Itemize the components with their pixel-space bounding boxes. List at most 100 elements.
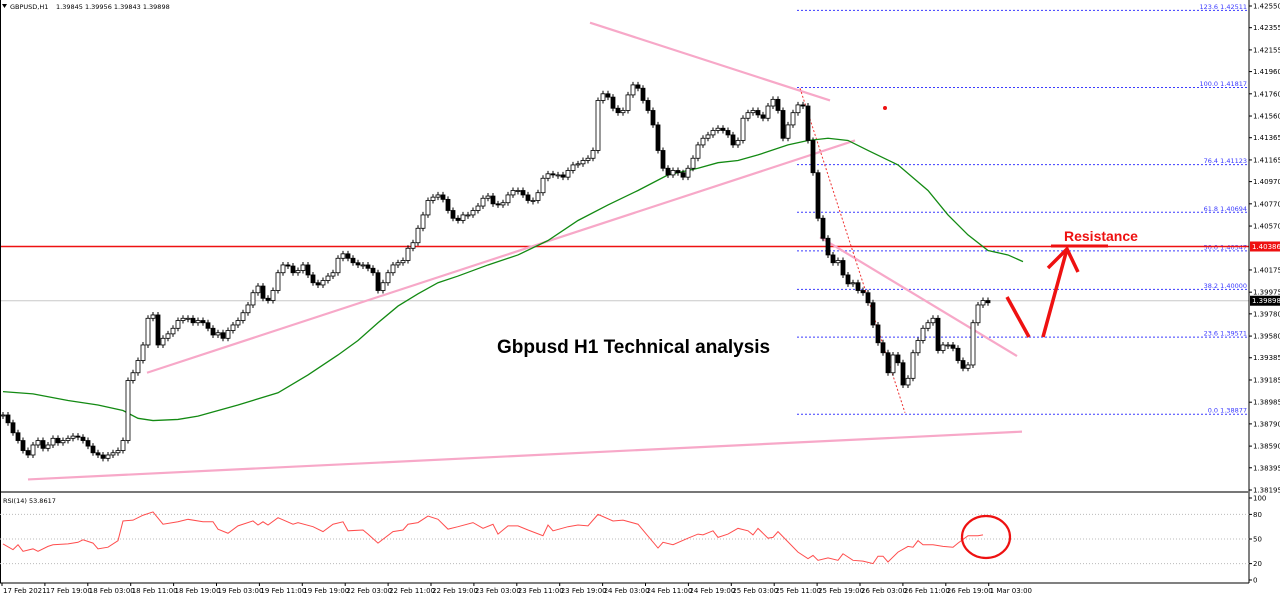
bull-candle: [700, 137, 706, 146]
bull-candle: [255, 285, 261, 294]
bull-candle: [790, 112, 796, 126]
bull-candle: [165, 333, 171, 339]
bull-candle: [180, 317, 186, 321]
bull-candle: [745, 112, 751, 119]
bear-candle: [40, 440, 46, 449]
bull-candle: [965, 364, 971, 369]
bull-candle: [795, 104, 801, 114]
bear-candle: [85, 440, 91, 447]
bear-candle: [490, 195, 496, 205]
bull-candle: [30, 444, 36, 456]
bull-candle: [585, 157, 591, 161]
bear-candle: [355, 262, 361, 266]
bull-candle: [295, 270, 301, 274]
bear-candle: [960, 360, 966, 369]
bull-candle: [45, 444, 51, 449]
bear-candle: [350, 257, 356, 264]
bear-candle: [870, 302, 876, 326]
bull-candle: [480, 197, 486, 207]
bull-candle: [425, 200, 431, 216]
bear-candle: [10, 422, 16, 434]
bull-candle: [535, 192, 541, 201]
price-tick-label: 1.40570: [1253, 223, 1280, 231]
bear-candle: [315, 282, 321, 286]
time-tick-label: 17 Feb 19:00: [46, 587, 92, 595]
rsi-tick-label: 50: [1253, 536, 1262, 544]
bull-candle: [905, 377, 911, 386]
bull-candle: [470, 210, 476, 216]
bear-candle: [900, 362, 906, 386]
price-tick-label: 1.39780: [1253, 310, 1280, 318]
rsi-tick-label: 80: [1253, 511, 1262, 519]
bull-candle: [120, 440, 126, 451]
bear-candle: [20, 440, 26, 451]
fib-level-label: 76.4 1.41123: [1204, 157, 1247, 165]
bull-candle: [395, 262, 401, 266]
bear-candle: [375, 272, 381, 291]
bull-candle: [555, 174, 561, 177]
bear-candle: [845, 274, 851, 285]
bear-candle: [155, 314, 161, 346]
price-tick-label: 1.42155: [1253, 46, 1280, 54]
bear-candle: [935, 317, 941, 351]
fib-level-label: 38.2 1.40000: [1204, 282, 1247, 290]
bull-candle: [35, 440, 41, 446]
bear-candle: [760, 114, 766, 119]
bear-candle: [15, 432, 21, 441]
bull-candle: [465, 214, 471, 217]
bull-candle: [910, 352, 916, 379]
bear-candle: [190, 317, 196, 324]
bull-candle: [920, 327, 926, 341]
bear-candle: [645, 100, 651, 111]
bear-candle: [305, 264, 311, 276]
analysis-title: Gbpusd H1 Technical analysis: [497, 337, 770, 358]
bull-candle: [115, 450, 121, 454]
bull-candle: [670, 170, 676, 176]
price-tick-label: 1.40970: [1253, 178, 1280, 186]
bull-candle: [620, 110, 626, 114]
bull-candle: [145, 317, 151, 346]
down-leg-arrow: [1005, 296, 1031, 338]
bear-candle: [855, 282, 861, 291]
bear-candle: [445, 198, 451, 211]
fibonacci-levels: 123.6 1.42511 100.0 1.41817 76.4 1.41123 61…: [797, 3, 1249, 415]
bull-candle: [230, 324, 236, 331]
bear-candle: [840, 260, 846, 276]
bull-candle: [785, 124, 791, 139]
resistance-price-label: 1.40386: [1252, 243, 1280, 251]
price-tick-label: 1.40175: [1253, 266, 1280, 274]
bull-candle: [335, 257, 341, 274]
bull-candle: [530, 200, 536, 202]
dropdown-triangle-icon[interactable]: [2, 4, 7, 8]
time-tick-label: 18 Feb 11:00: [132, 587, 178, 595]
time-tick-label: 26 Feb 11:00: [904, 587, 950, 595]
trendline: [27, 430, 1023, 481]
bull-candle: [545, 173, 551, 179]
bull-candle: [930, 317, 936, 324]
bull-candle: [580, 160, 586, 165]
fib-level-label: 100.0 1.41817: [1199, 80, 1247, 88]
bear-candle: [5, 414, 11, 424]
bear-candle: [560, 174, 566, 178]
bear-candle: [730, 134, 736, 146]
bull-candle: [70, 435, 76, 439]
fib-level-label: 61.8 1.40694: [1204, 205, 1247, 213]
bull-candle: [500, 202, 506, 206]
rsi-highlight-circle: [960, 514, 1012, 560]
bull-candle: [235, 320, 241, 326]
price-tick-label: 1.38590: [1253, 443, 1280, 451]
bear-candle: [640, 87, 646, 101]
bear-candle: [660, 150, 666, 169]
bull-candle: [940, 344, 946, 351]
bull-candle: [380, 282, 386, 291]
bull-candle: [430, 196, 436, 201]
bear-candle: [815, 172, 821, 219]
bull-candle: [300, 264, 306, 271]
bull-candle: [485, 195, 491, 199]
bull-candle: [435, 194, 441, 198]
rsi-tick-label: 100: [1253, 495, 1266, 503]
bear-candle: [725, 130, 731, 136]
